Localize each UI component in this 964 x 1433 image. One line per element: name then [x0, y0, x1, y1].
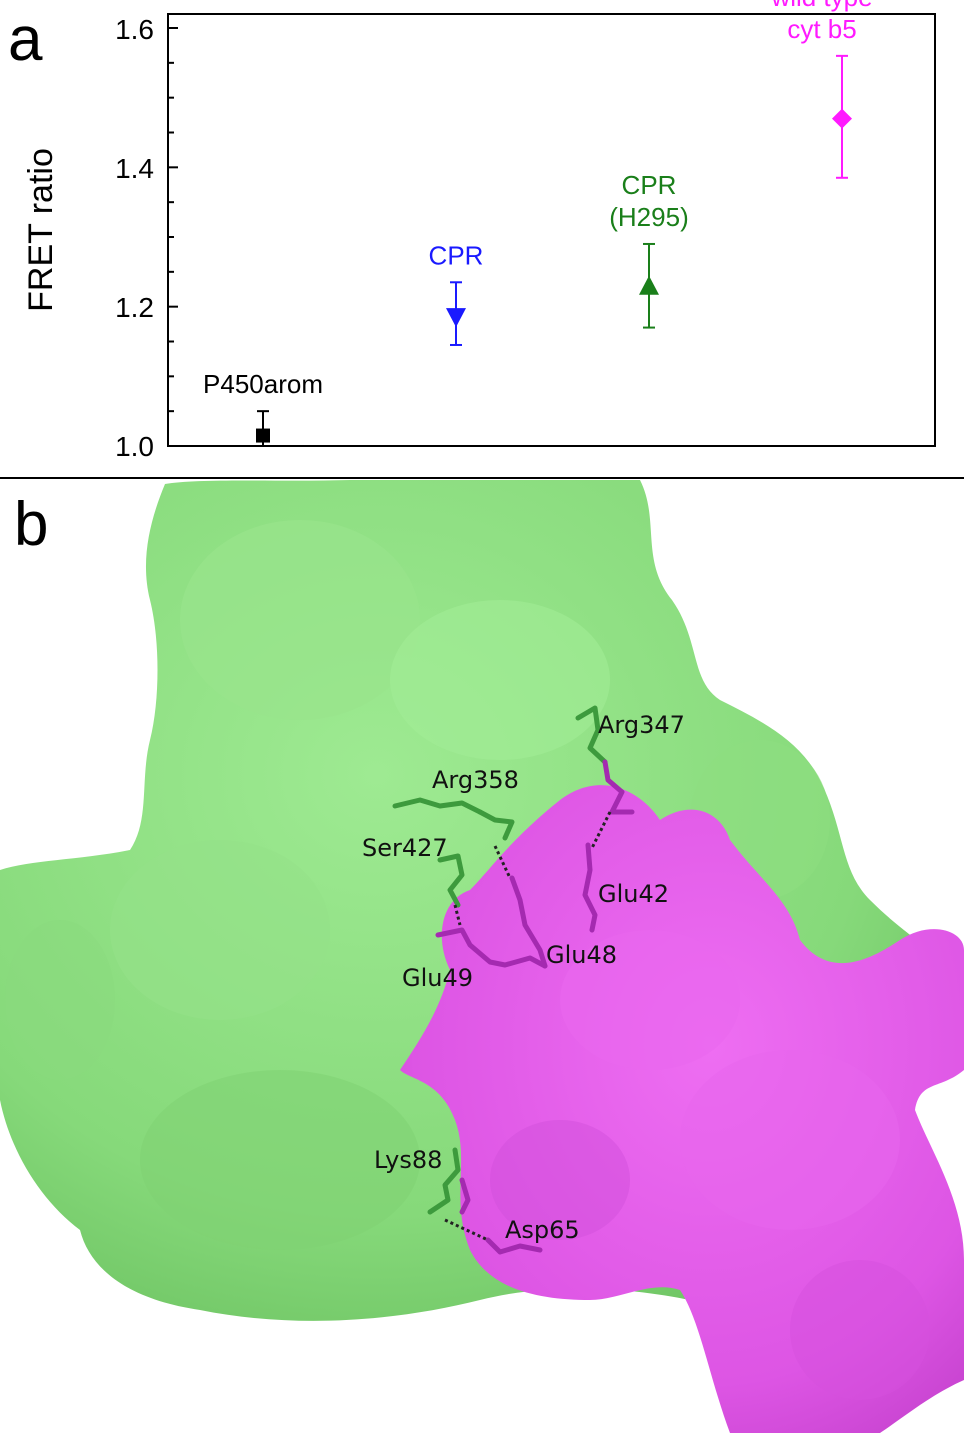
plot-frame [167, 13, 936, 447]
data-marker [832, 108, 852, 129]
point-label: wild type [770, 0, 872, 12]
y-tick-label-1-4: 1.4 [115, 153, 154, 184]
label-lys88: Lys88 [374, 1146, 442, 1174]
label-arg347: Arg347 [598, 711, 685, 739]
point-cpr: CPR [429, 240, 484, 346]
point-label: (H295) [609, 202, 688, 232]
y-tick-label-1-0: 1.0 [115, 431, 154, 462]
panel-b-letter: b [14, 490, 48, 559]
point-label: P450arom [203, 369, 323, 399]
data-marker [639, 275, 659, 295]
residue-sticks [392, 705, 635, 1255]
y-tick-label-1-6: 1.6 [115, 14, 154, 45]
point-cpr-h295-: CPR(H295) [609, 170, 689, 329]
point-label: cyt b5 [787, 14, 856, 44]
panel-b: Arg347 Arg358 Ser427 Glu42 Glu48 Glu49 L… [0, 480, 964, 1433]
y-tick-label-1-2: 1.2 [115, 292, 154, 323]
label-glu49: Glu49 [402, 964, 473, 992]
point-label: CPR [622, 170, 677, 200]
panel-a: a 1.0 1.2 1.4 1.6 FRET ratio P450arom CPR… [0, 0, 964, 479]
point-label: CPR [429, 240, 484, 270]
label-ser427: Ser427 [362, 834, 448, 862]
data-marker [446, 308, 466, 328]
data-marker [256, 428, 270, 443]
label-glu42: Glu42 [598, 880, 669, 908]
cytb5-surface [400, 785, 964, 1433]
hydrogen-bonds [444, 811, 612, 1242]
residue-labels: Arg347 Arg358 Ser427 Glu42 Glu48 Glu49 L… [362, 711, 685, 1244]
y-axis: 1.0 1.2 1.4 1.6 [115, 14, 178, 462]
y-axis-title: FRET ratio [22, 148, 60, 312]
label-glu48: Glu48 [546, 941, 617, 969]
panel-a-letter: a [8, 5, 43, 74]
point-wild-type-cyt-b5: wild type cyt b5 [770, 0, 873, 179]
point-p450arom: P450arom [203, 369, 323, 447]
label-asp65: Asp65 [505, 1216, 580, 1244]
label-arg358: Arg358 [432, 766, 519, 794]
